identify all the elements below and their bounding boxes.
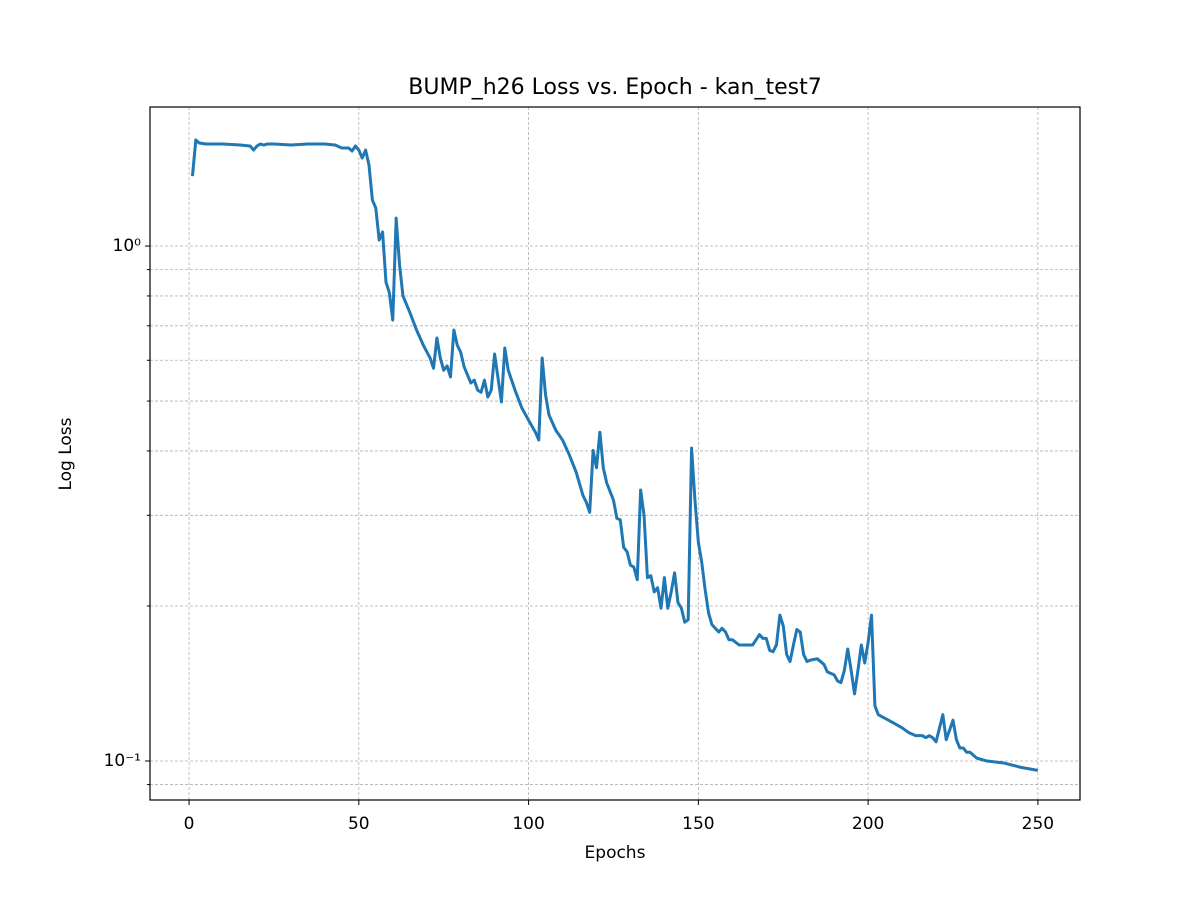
x-tick-label: 250 xyxy=(1022,814,1054,834)
x-tick-label: 150 xyxy=(682,814,714,834)
y-axis-label: Log Loss xyxy=(56,417,76,490)
loss-line xyxy=(190,138,1039,772)
x-axis-label: Epochs xyxy=(585,843,646,863)
y-tick-label: 10⁰ xyxy=(113,236,142,256)
x-tick-label: 50 xyxy=(348,814,370,834)
x-tick-label: 100 xyxy=(512,814,544,834)
x-tick-label: 200 xyxy=(852,814,884,834)
plot-frame xyxy=(149,106,1081,801)
chart-title: BUMP_h26 Loss vs. Epoch - kan_test7 xyxy=(408,75,821,100)
y-tick-label: 10⁻¹ xyxy=(104,751,141,771)
x-tick-label: 0 xyxy=(184,814,195,834)
